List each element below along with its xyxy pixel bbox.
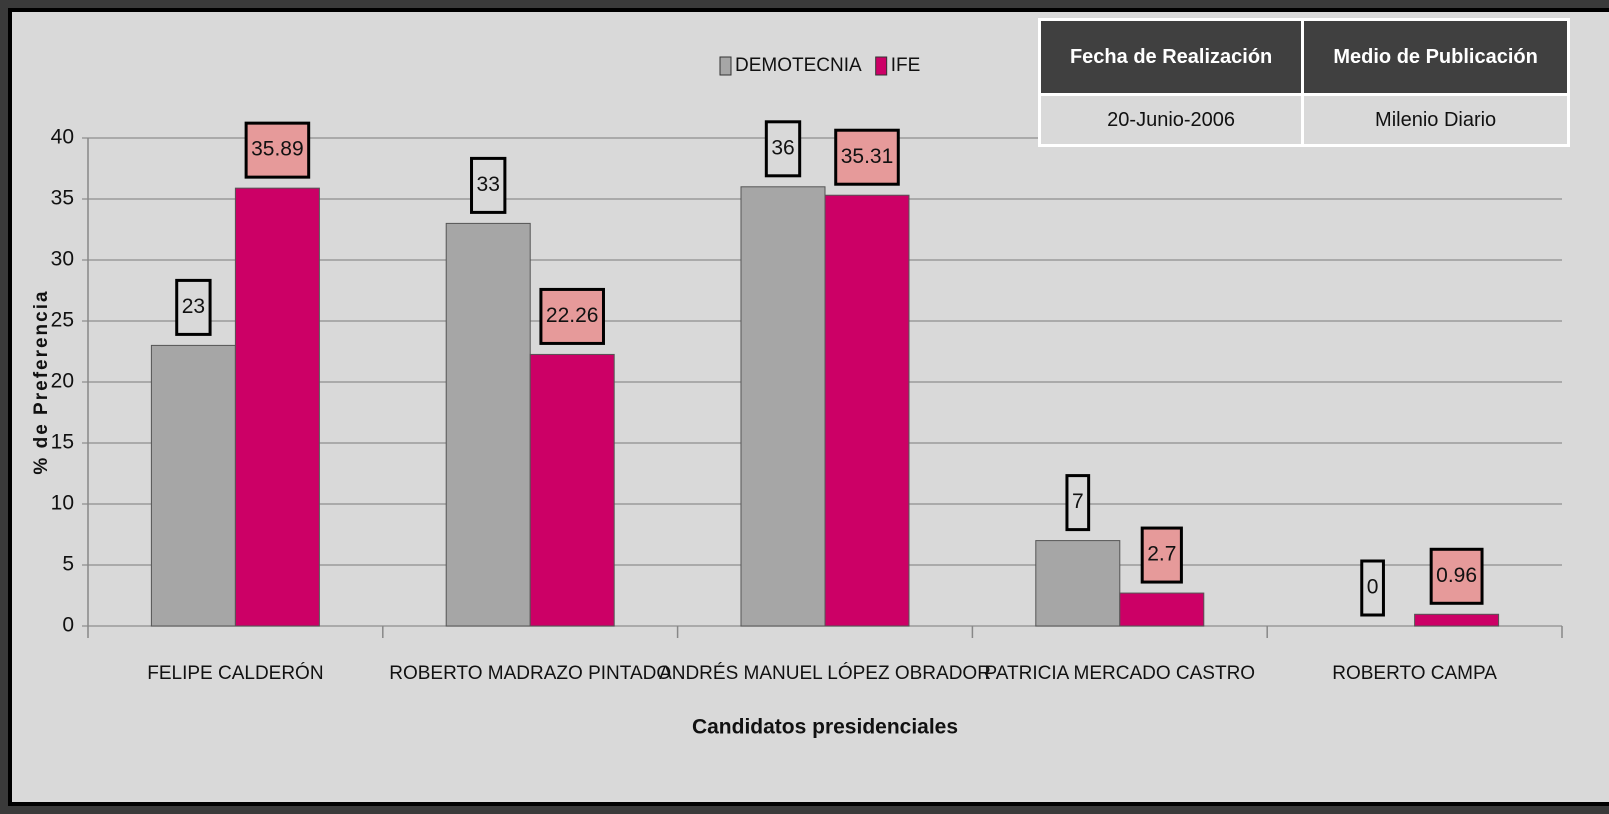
table-cell: 20-Junio-2006 bbox=[1037, 93, 1305, 147]
x-tick-label: ANDRÉS MANUEL LÓPEZ OBRADOR bbox=[659, 662, 991, 684]
data-label: 0.96 bbox=[1436, 564, 1477, 587]
y-axis-label: % de Preferencia bbox=[31, 289, 52, 474]
table-header: Fecha de Realización bbox=[1037, 18, 1305, 96]
data-label-box bbox=[1140, 526, 1183, 584]
bar bbox=[445, 222, 531, 627]
bar bbox=[1035, 540, 1121, 627]
x-axis-label: Candidatos presidenciales bbox=[692, 716, 958, 739]
bar bbox=[1119, 592, 1205, 627]
data-label: 35.89 bbox=[251, 138, 304, 161]
data-label-box bbox=[175, 278, 212, 336]
x-tick-label: FELIPE CALDERÓN bbox=[147, 662, 323, 684]
table-cell: Milenio Diario bbox=[1301, 93, 1570, 147]
data-label-box bbox=[764, 120, 802, 178]
y-tick-label: 0 bbox=[62, 614, 74, 637]
data-label: 2.7 bbox=[1147, 543, 1176, 566]
y-tick-label: 35 bbox=[51, 187, 74, 210]
y-tick-label: 30 bbox=[51, 248, 74, 271]
data-label-box bbox=[1429, 547, 1484, 605]
data-label: 0 bbox=[1367, 576, 1379, 599]
x-tick-label: ROBERTO MADRAZO PINTADO bbox=[389, 663, 671, 684]
bar bbox=[150, 344, 236, 627]
data-label-box bbox=[1360, 559, 1385, 617]
y-tick-label: 10 bbox=[51, 492, 74, 515]
legend-label: IFE bbox=[891, 55, 921, 76]
data-label: 7 bbox=[1072, 490, 1084, 513]
data-label-box bbox=[1065, 474, 1091, 532]
y-tick-label: 5 bbox=[62, 553, 74, 576]
table-header: Medio de Publicación bbox=[1301, 18, 1570, 96]
data-label: 36 bbox=[771, 136, 794, 159]
bar bbox=[234, 187, 320, 627]
data-label: 33 bbox=[477, 173, 500, 196]
bar bbox=[1414, 613, 1500, 627]
bar bbox=[529, 353, 615, 627]
data-label: 22.26 bbox=[546, 304, 599, 327]
legend-label: DEMOTECNIA bbox=[735, 55, 862, 76]
y-tick-label: 15 bbox=[51, 431, 74, 454]
data-label: 23 bbox=[182, 295, 205, 318]
y-tick-label: 25 bbox=[51, 309, 74, 332]
info-table: Fecha de Realización Medio de Publicación… bbox=[1037, 18, 1570, 147]
y-tick-label: 40 bbox=[51, 126, 74, 149]
bar bbox=[824, 194, 910, 627]
data-label-box bbox=[834, 128, 900, 186]
data-label-box bbox=[470, 156, 507, 214]
data-label-box bbox=[244, 121, 311, 179]
legend-swatch bbox=[719, 56, 732, 76]
y-tick-label: 20 bbox=[51, 370, 74, 393]
data-label-box bbox=[539, 287, 605, 345]
x-tick-label: ROBERTO CAMPA bbox=[1332, 663, 1497, 684]
bar bbox=[740, 186, 826, 627]
legend-swatch bbox=[875, 56, 888, 76]
data-label: 35.31 bbox=[841, 145, 894, 168]
x-tick-label: PATRICIA MERCADO CASTRO bbox=[984, 663, 1255, 684]
